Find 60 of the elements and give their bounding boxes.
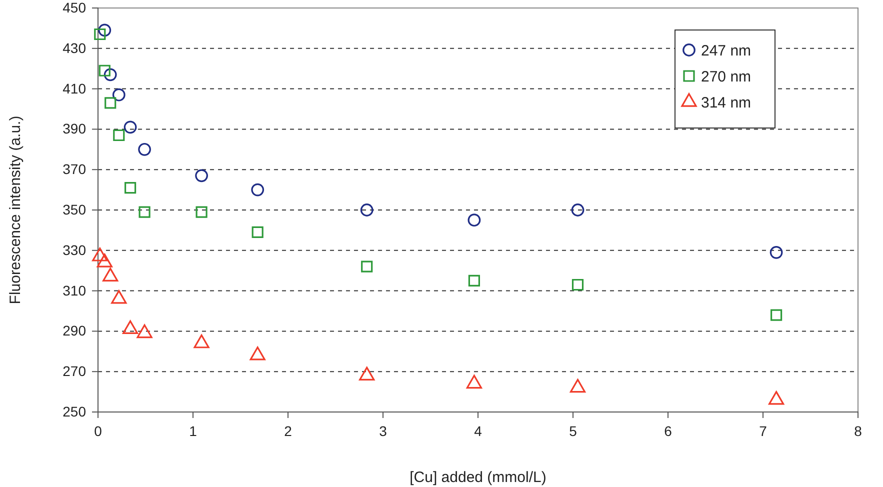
y-tick-label: 390 — [62, 120, 86, 137]
y-tick-label: 410 — [62, 80, 86, 96]
x-tick-label: 2 — [284, 422, 292, 439]
point — [251, 183, 264, 196]
x-axis-title: [Cu] added (mmol/L) — [410, 469, 546, 486]
point — [196, 206, 208, 218]
point — [360, 204, 374, 216]
y-tick-label: 450 — [62, 0, 86, 16]
point — [768, 390, 784, 405]
x-tick-label: 0 — [94, 422, 102, 439]
point — [94, 28, 106, 40]
point — [359, 366, 375, 380]
y-tick-label: 290 — [62, 322, 86, 339]
point — [468, 274, 480, 286]
point — [122, 320, 138, 334]
point — [98, 24, 112, 37]
point — [102, 268, 118, 282]
y-tick-label: 430 — [62, 40, 86, 56]
y-tick-label: 350 — [62, 201, 86, 218]
point — [92, 248, 108, 262]
y-tick-label: 370 — [62, 161, 86, 178]
point — [138, 142, 151, 156]
x-tick-label: 6 — [664, 422, 672, 439]
point — [194, 334, 210, 348]
x-tick-label: 1 — [189, 422, 198, 439]
x-tick-label: 4 — [474, 422, 482, 439]
point — [124, 120, 137, 134]
point — [96, 254, 112, 268]
x-tick-label: 7 — [759, 422, 768, 439]
point — [770, 309, 782, 321]
y-axis-title: Fluorescence intensity (a.u.) — [7, 116, 24, 304]
point — [570, 378, 586, 393]
point — [770, 246, 783, 259]
point — [252, 226, 264, 238]
point — [104, 68, 117, 82]
point — [250, 346, 266, 360]
y-tick-label: 250 — [62, 403, 86, 420]
x-tick-label: 3 — [379, 422, 388, 439]
point — [361, 260, 373, 272]
point — [572, 278, 584, 291]
point — [104, 97, 116, 109]
x-tick-label: 5 — [569, 422, 578, 439]
point — [113, 129, 125, 142]
point — [112, 88, 126, 102]
point — [124, 182, 136, 194]
point — [136, 324, 152, 338]
point — [98, 64, 110, 76]
point — [468, 214, 481, 227]
legend-label: 270 nm — [701, 68, 752, 86]
legend-label: 314 nm — [701, 94, 752, 112]
point — [571, 204, 584, 216]
x-tick-label: 8 — [854, 422, 862, 439]
y-tick-label: 330 — [62, 242, 86, 258]
point — [111, 290, 127, 304]
point — [195, 169, 208, 182]
y-tick-label: 310 — [62, 282, 86, 298]
y-tick-label: 270 — [62, 363, 86, 380]
point — [138, 206, 150, 218]
point — [466, 374, 482, 389]
legend-label: 247 nm — [701, 42, 752, 60]
